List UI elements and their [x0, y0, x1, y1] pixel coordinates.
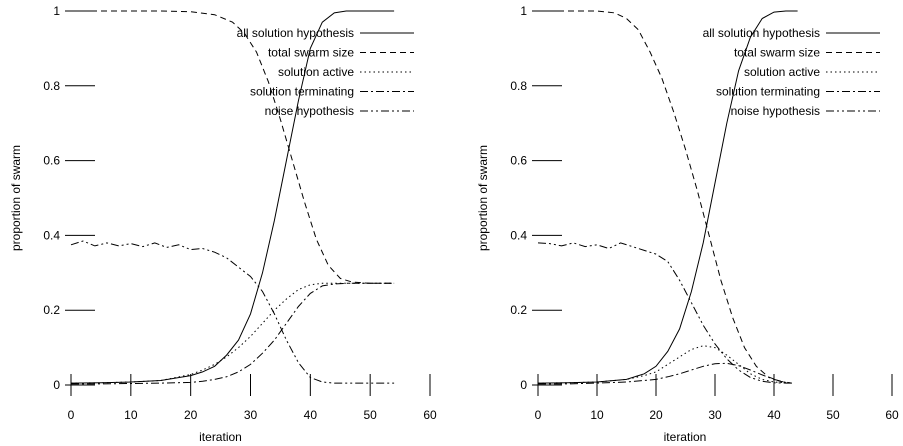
x-tick-label: 30 — [244, 408, 258, 422]
x-tick-label: 20 — [184, 408, 198, 422]
x-tick-label: 60 — [885, 408, 899, 422]
series-line-dashed — [538, 10, 792, 384]
y-tick-label: 0.6 — [43, 154, 60, 168]
x-tick-label: 0 — [535, 408, 542, 422]
x-tick-label: 40 — [304, 408, 318, 422]
legend-label: all solution hypothesis — [703, 26, 820, 40]
chart-panel-2: 00.20.40.60.810 10 20 30 40 50 60iterationprop… — [476, 4, 899, 444]
legend: all solution hypothesis total swarm size s… — [703, 26, 880, 118]
y-tick-label: 0.2 — [43, 303, 60, 317]
series-line-dotted — [537, 345, 792, 384]
x-tick-label: 50 — [363, 408, 377, 422]
x-axis-title: iteration — [199, 430, 242, 444]
y-tick-label: 0.4 — [510, 228, 527, 242]
legend-label: noise hypothesis — [731, 104, 820, 118]
legend-label: solution terminating — [716, 85, 820, 99]
series-line-dashdotdot — [70, 240, 395, 384]
legend-label: solution terminating — [250, 85, 354, 99]
y-tick-label: 0 — [520, 378, 527, 392]
y-tick-label: 0.4 — [43, 228, 60, 242]
y-axis-title: proportion of swarm — [476, 145, 490, 251]
series-line-dashed — [71, 10, 395, 284]
chart-panel-1: 00.20.40.60.810 10 20 30 40 50 60iterationprop… — [9, 4, 437, 444]
legend-label: solution active — [278, 65, 354, 79]
legend-label: all solution hypothesis — [237, 26, 354, 40]
legend-label: noise hypothesis — [265, 104, 354, 118]
y-axis-title: proportion of swarm — [9, 145, 23, 251]
x-tick-label: 30 — [708, 408, 722, 422]
series-line-dashdotdot — [537, 242, 792, 384]
y-tick-label: 0.6 — [510, 154, 527, 168]
legend-label: total swarm size — [268, 46, 354, 60]
series-line-dashdot — [71, 282, 395, 385]
x-tick-label: 40 — [767, 408, 781, 422]
series-line-solid — [537, 10, 798, 384]
series-line-dashdot — [538, 362, 792, 385]
x-tick-label: 20 — [649, 408, 663, 422]
legend-label: solution active — [744, 65, 820, 79]
x-tick-label: 10 — [124, 408, 138, 422]
legend: all solution hypothesis total swarm size s… — [237, 26, 414, 118]
legend-label: total swarm size — [734, 46, 820, 60]
y-tick-label: 0 — [53, 378, 60, 392]
x-tick-label: 50 — [826, 408, 840, 422]
x-tick-label: 0 — [68, 408, 75, 422]
y-tick-label: 0.8 — [510, 79, 527, 93]
y-tick-label: 1 — [520, 4, 527, 18]
y-tick-label: 0.2 — [510, 303, 527, 317]
x-axis-title: iteration — [664, 430, 707, 444]
x-tick-label: 10 — [590, 408, 604, 422]
y-tick-label: 0.8 — [43, 79, 60, 93]
y-tick-label: 1 — [53, 4, 60, 18]
series-line-dotted — [70, 282, 395, 384]
x-tick-label: 60 — [423, 408, 437, 422]
